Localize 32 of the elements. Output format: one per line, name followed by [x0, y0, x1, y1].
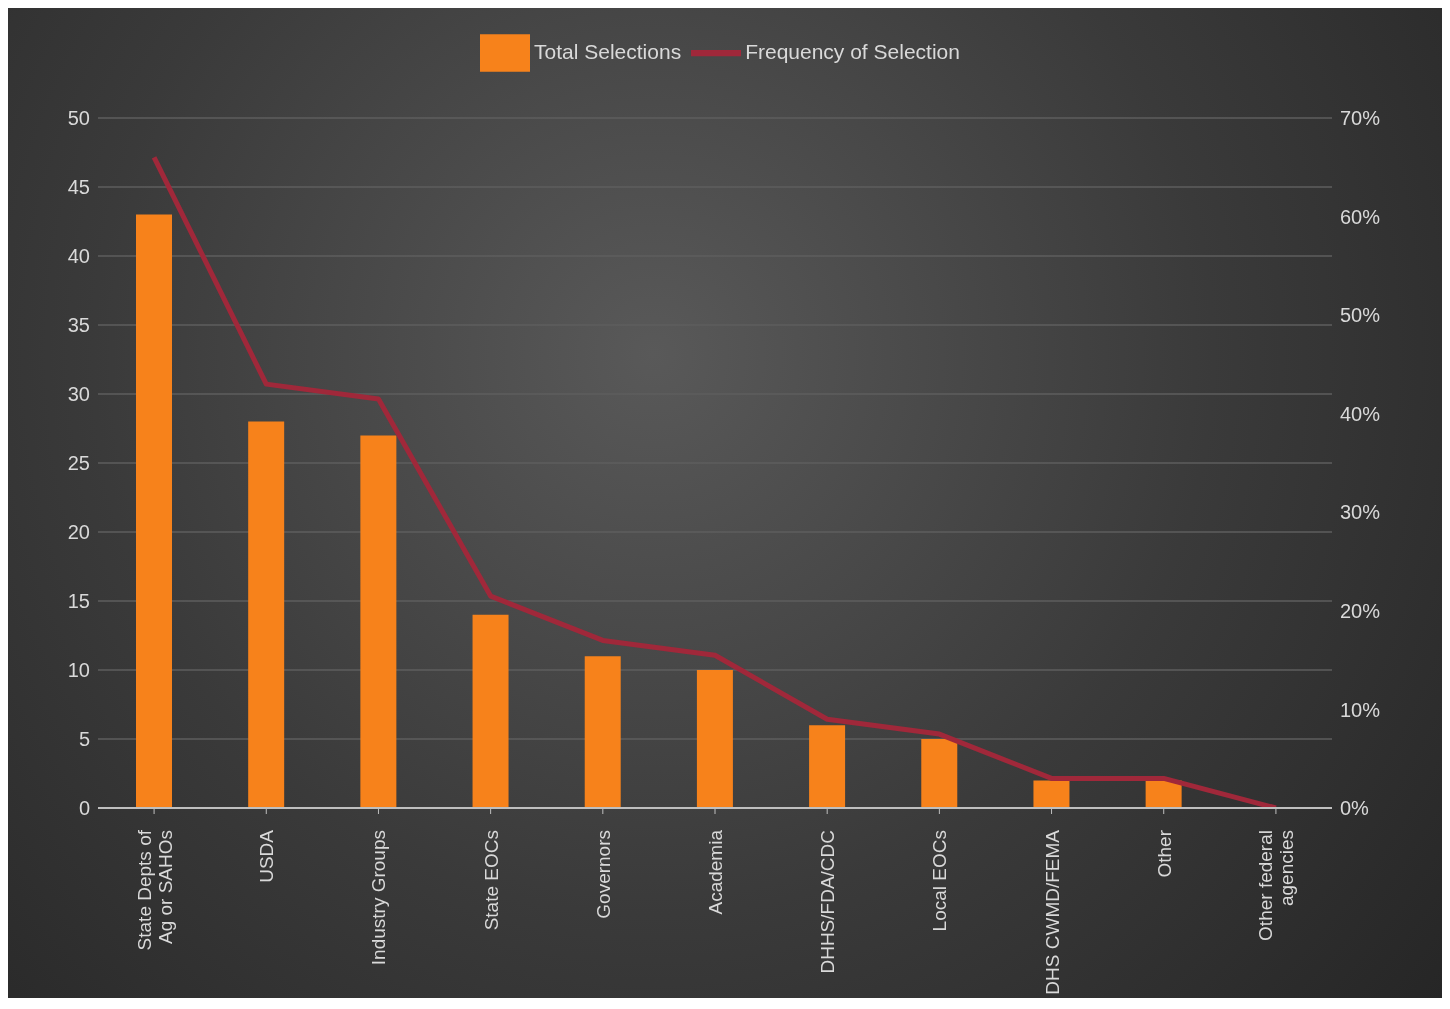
- x-tick-label: Other: [1153, 829, 1175, 878]
- y2-tick-label: 10%: [1340, 698, 1381, 721]
- y2-tick-label: 70%: [1340, 107, 1381, 130]
- y2-tick-label: 50%: [1340, 304, 1381, 327]
- y-tick-label: 35: [67, 314, 90, 337]
- x-tick-label: State Depts of Ag or SAHOs: [133, 829, 176, 951]
- y-tick-label: 20: [67, 521, 90, 544]
- y-tick-label: 15: [67, 590, 90, 613]
- y2-tick-label: 0%: [1340, 797, 1370, 820]
- x-tick-label: Governors: [592, 830, 614, 919]
- x-tick-label: DHS CWMD/FEMA: [1041, 829, 1063, 995]
- x-tick-label: Industry Groups: [368, 830, 390, 966]
- y2-tick-label: 30%: [1340, 501, 1381, 524]
- y-tick-label: 40: [67, 245, 90, 268]
- y-tick-label: 30: [67, 383, 90, 406]
- x-tick-label: Local EOCs: [929, 830, 951, 932]
- y-tick-label: 10: [67, 659, 90, 682]
- y-tick-label: 25: [67, 452, 90, 475]
- y-tick-label: 0: [78, 797, 90, 820]
- x-tick-label: Academia: [705, 829, 726, 915]
- y2-tick-label: 40%: [1340, 402, 1381, 425]
- y-tick-label: 50: [67, 107, 90, 130]
- y-tick-label: 45: [67, 176, 90, 199]
- y2-tick-label: 60%: [1340, 205, 1381, 228]
- x-tick-label: USDA: [256, 829, 278, 883]
- y2-tick-label: 20%: [1340, 599, 1381, 622]
- x-tick-label: Other federal agencies: [1255, 830, 1298, 941]
- legend-label: Frequency of Selection: [745, 39, 960, 63]
- y-tick-label: 5: [78, 728, 90, 751]
- x-tick-label: State EOCs: [480, 830, 502, 931]
- x-tick-label: DHHS/FDA/CDC: [817, 830, 839, 974]
- legend-label: Total Selections: [534, 39, 682, 63]
